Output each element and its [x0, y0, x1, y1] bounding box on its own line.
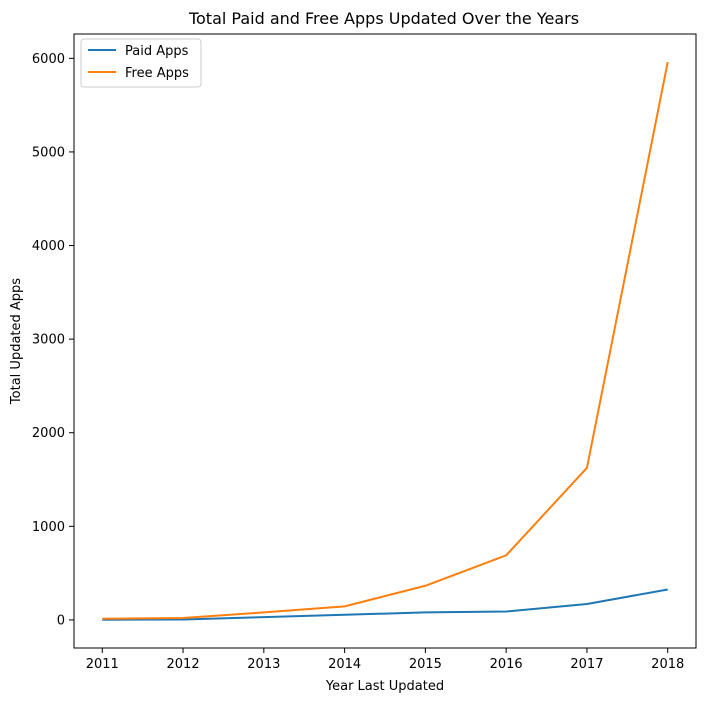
y-axis: 0 1000 2000 3000 4000 5000 6000	[32, 52, 74, 628]
x-tick-label: 2016	[490, 657, 523, 672]
chart-title: Total Paid and Free Apps Updated Over th…	[188, 9, 579, 28]
x-tick-label: 2015	[409, 657, 442, 672]
y-axis-label: Total Updated Apps	[9, 278, 24, 405]
y-tick-label: 2000	[32, 426, 65, 441]
x-tick-label: 2012	[167, 657, 200, 672]
axes-frame	[73, 33, 697, 649]
plot-area	[73, 33, 697, 649]
x-tick-label: 2011	[86, 657, 119, 672]
series-line-paid-apps	[102, 588, 668, 621]
series-layer	[102, 61, 669, 621]
series-line-free-apps	[102, 61, 669, 620]
y-tick-label: 6000	[32, 52, 65, 67]
x-tick-label: 2018	[651, 657, 684, 672]
x-tick-label: 2013	[247, 657, 280, 672]
legend-label-free-apps: Free Apps	[125, 66, 189, 81]
x-tick-label: 2017	[570, 657, 603, 672]
legend: Paid Apps Free Apps	[80, 38, 202, 88]
x-axis: 2011 2012 2013 2014 2015 2016 2017 2018	[86, 648, 684, 672]
x-axis-label: Year Last Updated	[325, 679, 444, 694]
y-tick-label: 5000	[32, 145, 65, 160]
y-tick-label: 4000	[32, 239, 65, 254]
x-tick-label: 2014	[328, 657, 361, 672]
y-tick-label: 0	[57, 613, 65, 628]
y-tick-label: 3000	[32, 333, 65, 348]
y-tick-label: 1000	[32, 520, 65, 535]
legend-label-paid-apps: Paid Apps	[125, 44, 189, 59]
